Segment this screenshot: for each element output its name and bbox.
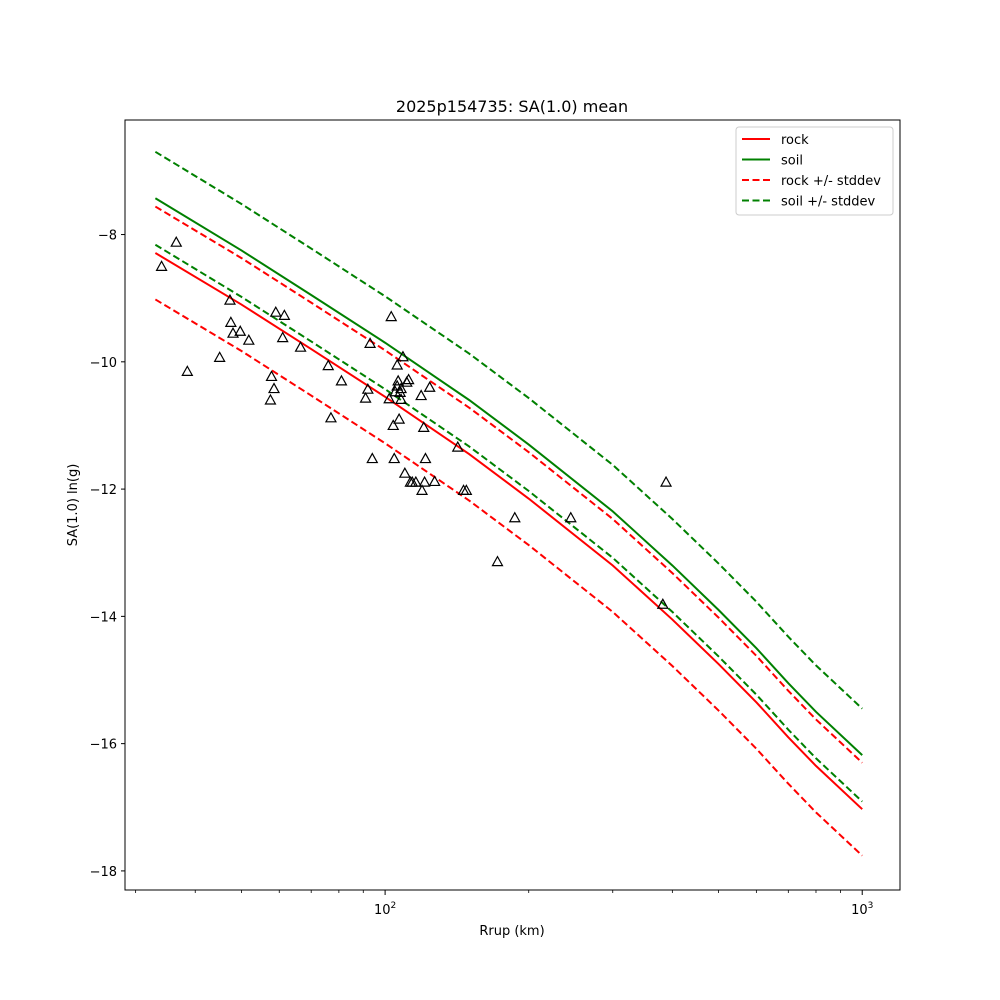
observation-marker xyxy=(366,452,379,464)
observation-marker xyxy=(564,511,577,523)
observation-marker xyxy=(361,382,374,394)
observation-marker xyxy=(242,333,255,345)
observation-marker xyxy=(265,370,278,382)
legend: rock soil rock +/- stddev soil +/- stddev xyxy=(735,126,894,216)
chart-title: 2025p154735: SA(1.0) mean xyxy=(396,97,628,116)
observation-marker xyxy=(322,359,335,371)
observation-marker xyxy=(409,475,422,487)
y-tick-label: −10 xyxy=(90,356,117,371)
observation-marker xyxy=(451,440,464,452)
observation-marker xyxy=(213,351,226,362)
series-line-stddev-band-5 xyxy=(154,243,863,803)
observation-marker xyxy=(392,374,405,386)
observation-marker xyxy=(264,393,277,405)
observation-marker xyxy=(276,331,289,343)
observation-marker xyxy=(226,326,240,338)
legend-label-soil-stddev: soil +/- stddev xyxy=(781,195,876,210)
series-line-rock-0 xyxy=(154,252,863,810)
y-axis-label: SA(1.0) ln(g) xyxy=(66,464,81,547)
plot-content xyxy=(154,150,863,857)
plot-area xyxy=(154,150,863,857)
observation-marker xyxy=(395,393,408,404)
observation-marker xyxy=(324,411,337,423)
observation-marker xyxy=(387,419,400,431)
observation-marker xyxy=(398,466,411,478)
y-tick-label: −8 xyxy=(98,229,117,244)
series-line-soil-1 xyxy=(154,197,863,756)
observation-marker xyxy=(391,358,404,370)
observation-marker xyxy=(423,381,436,392)
y-tick-label: −12 xyxy=(90,483,117,498)
observation-marker xyxy=(396,350,409,362)
observation-marker xyxy=(269,305,282,317)
observation-marker xyxy=(388,452,401,464)
series-line-soil-stddev-4 xyxy=(154,150,863,710)
observation-marker xyxy=(278,309,291,320)
observation-marker xyxy=(460,484,473,495)
observation-marker xyxy=(294,340,307,352)
series-line-stddev-band-3 xyxy=(154,298,863,857)
observation-marker xyxy=(383,392,396,404)
observation-marker xyxy=(395,382,408,394)
plot-frame xyxy=(124,119,901,891)
observation-marker xyxy=(335,374,348,386)
legend-label-soil: soil xyxy=(781,154,803,169)
observation-marker xyxy=(415,484,429,495)
observation-marker xyxy=(402,373,415,385)
observation-marker xyxy=(170,235,183,247)
legend-label-rock: rock xyxy=(781,133,809,148)
series-line-rock-stddev-2 xyxy=(154,205,863,764)
y-tick-label: −14 xyxy=(90,610,117,625)
observation-marker xyxy=(428,475,441,487)
observation-marker xyxy=(359,391,372,403)
observation-marker xyxy=(491,555,504,567)
observation-marker xyxy=(393,412,406,424)
legend-box xyxy=(735,126,894,216)
observation-marker xyxy=(508,511,521,523)
observation-marker xyxy=(419,452,432,464)
observation-marker xyxy=(660,475,673,487)
observation-marker xyxy=(223,293,236,305)
observation-marker xyxy=(385,310,398,322)
observation-marker xyxy=(415,389,428,401)
observation-marker xyxy=(234,325,247,336)
x-axis-label: Rrup (km) xyxy=(479,924,544,939)
observation-marker xyxy=(418,475,431,487)
observation-marker xyxy=(155,260,168,271)
observation-marker xyxy=(417,421,430,432)
y-tick-label: −18 xyxy=(90,865,117,880)
legend-label-rock-stddev: rock +/- stddev xyxy=(781,174,881,189)
observation-marker xyxy=(224,316,237,327)
observation-marker xyxy=(267,382,281,394)
observation-marker xyxy=(364,337,377,348)
y-tick-label: −16 xyxy=(90,738,117,753)
observation-marker xyxy=(656,598,669,609)
observation-marker xyxy=(181,365,194,376)
